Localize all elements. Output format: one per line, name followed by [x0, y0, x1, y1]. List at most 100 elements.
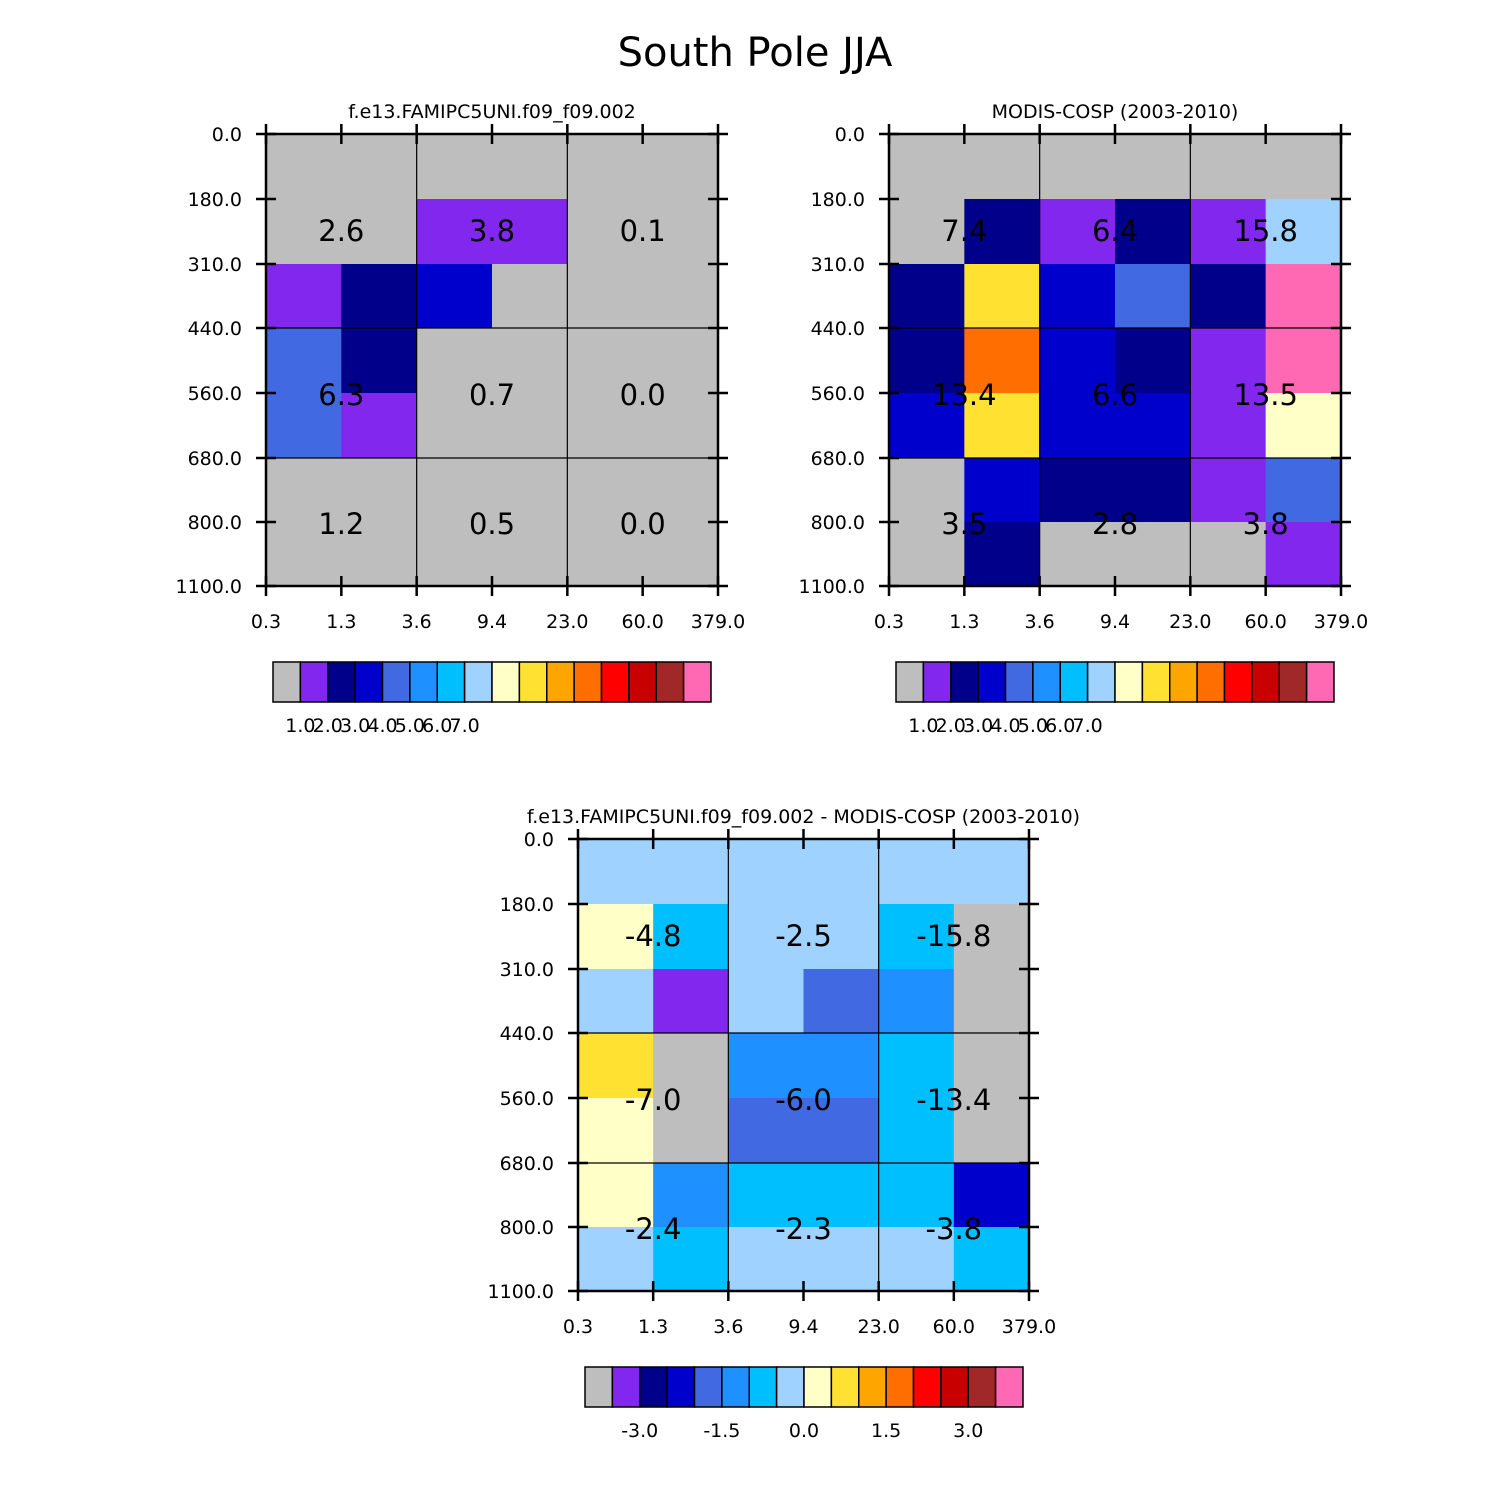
colorbar-label: 3.0 — [340, 715, 370, 737]
colorbar-box — [639, 1366, 668, 1408]
block-value-label: 2.6 — [318, 214, 364, 248]
colorbar-box — [1032, 661, 1061, 703]
heatmap-cell — [889, 199, 965, 265]
heatmap-cell — [878, 1033, 955, 1099]
heatmap-cell — [953, 969, 1030, 1034]
block-value-label: 13.5 — [1233, 378, 1298, 412]
colorbar-box — [600, 661, 630, 703]
heatmap-cell — [1190, 264, 1267, 329]
heatmap-cell — [1039, 458, 1116, 523]
heatmap-cell — [653, 1098, 729, 1164]
x-tick-label: 9.4 — [788, 1316, 818, 1338]
heatmap-cell — [1190, 328, 1267, 394]
heatmap-cell — [964, 328, 1041, 394]
heatmap-cell — [416, 522, 493, 587]
colorbar-box — [885, 1366, 915, 1408]
x-tick-label: 3.6 — [713, 1316, 743, 1338]
colorbar-label: 0.0 — [789, 1420, 819, 1442]
colorbar-box — [1114, 661, 1144, 703]
colorbar-box — [950, 661, 979, 703]
colorbar-label: 7.0 — [1073, 715, 1103, 737]
heatmap-cell — [1039, 199, 1116, 265]
colorbar-box — [666, 1366, 696, 1408]
colorbar-label: -3.0 — [621, 1420, 658, 1442]
heatmap-cell — [266, 522, 342, 587]
colorbar-label: 4.0 — [367, 715, 397, 737]
heatmap-cell — [1115, 328, 1191, 394]
block-value-label: 0.5 — [469, 507, 515, 541]
heatmap-cell — [653, 904, 729, 970]
block-value-label: 7.4 — [941, 214, 987, 248]
heatmap-cell — [728, 1098, 804, 1164]
heatmap-cell — [341, 522, 418, 587]
heatmap-cell — [1115, 264, 1191, 329]
heatmap-cell — [642, 458, 719, 523]
heatmap-cell — [953, 1227, 1030, 1292]
heatmap-cell — [578, 1227, 654, 1292]
y-tick-label: 800.0 — [500, 1217, 554, 1239]
colorbar-label: -1.5 — [703, 1420, 740, 1442]
colorbar-box — [748, 1366, 778, 1408]
block-value-label: 3.8 — [1243, 507, 1289, 541]
heatmap-cell — [653, 839, 729, 905]
colorbar-box — [895, 661, 925, 703]
colorbar-box — [858, 1366, 887, 1408]
heatmap-cell — [1265, 522, 1342, 587]
colorbar-box — [1086, 661, 1116, 703]
block-value-label: -2.3 — [775, 1212, 832, 1246]
heatmap-cell — [1190, 458, 1267, 523]
heatmap-cell — [492, 328, 568, 394]
y-tick-label: 800.0 — [811, 512, 865, 534]
colorbar-box — [573, 661, 603, 703]
heatmap-cell — [1190, 199, 1267, 265]
colorbar-label: 1.0 — [908, 715, 938, 737]
colorbar-box — [1004, 661, 1034, 703]
panel-model: f.e13.FAMIPC5UNI.f09_f09.002 2.6 3.8 0.1 6.3… — [176, 101, 746, 737]
colorbar-box — [518, 661, 548, 703]
x-tick-label: 3.6 — [1025, 611, 1055, 633]
panel-title: MODIS-COSP (2003-2010) — [992, 101, 1239, 123]
heatmap-cell — [803, 839, 880, 905]
colorbar-box — [967, 1366, 997, 1408]
heatmap-cell — [578, 969, 654, 1034]
y-tick-label: 560.0 — [188, 383, 242, 405]
heatmap-cell — [1115, 199, 1191, 265]
heatmap-cell — [653, 1227, 729, 1292]
x-tick-label: 23.0 — [546, 611, 588, 633]
colorbar-box — [299, 661, 329, 703]
y-tick-label: 680.0 — [500, 1153, 554, 1175]
block-value-label: 0.0 — [620, 378, 666, 412]
heatmap-cell — [653, 969, 729, 1034]
heatmap-cell — [1265, 264, 1342, 329]
y-tick-label: 1100.0 — [176, 576, 242, 598]
heatmap-cell — [728, 904, 804, 970]
x-tick-label: 1.3 — [638, 1316, 668, 1338]
heatmap-cell — [416, 199, 493, 265]
heatmap-cell — [642, 328, 719, 394]
heatmap-cell — [964, 522, 1041, 587]
heatmap-cell — [1115, 393, 1191, 459]
heatmap-cell — [492, 264, 568, 329]
x-tick-label: 1.3 — [326, 611, 356, 633]
heatmap-cell — [642, 522, 719, 587]
colorbar-box — [491, 661, 521, 703]
heatmap-cell — [889, 328, 965, 394]
heatmap-cell — [889, 522, 965, 587]
colorbar-label: 2.0 — [313, 715, 343, 737]
y-tick-label: 180.0 — [500, 894, 554, 916]
colorbar-box — [922, 661, 952, 703]
heatmap-cell — [728, 1163, 804, 1228]
heatmap-cell — [567, 522, 644, 587]
block-value-label: 13.4 — [932, 378, 997, 412]
x-tick-label: 0.3 — [563, 1316, 593, 1338]
heatmap-cell — [889, 458, 965, 523]
heatmap-cell — [878, 969, 955, 1034]
colorbar-box — [546, 661, 575, 703]
colorbar-box — [775, 1366, 805, 1408]
colorbar-box — [721, 1366, 750, 1408]
heatmap-cell — [567, 264, 644, 329]
colorbar-label: 4.0 — [990, 715, 1020, 737]
heatmap-cell — [889, 264, 965, 329]
colorbar-box — [682, 661, 712, 703]
y-tick-label: 310.0 — [811, 254, 865, 276]
